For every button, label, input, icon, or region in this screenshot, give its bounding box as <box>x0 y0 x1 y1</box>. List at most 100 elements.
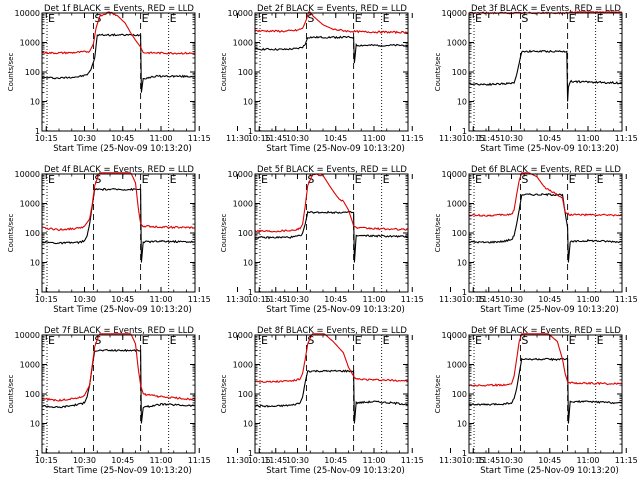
x-tick-label: 10:45 <box>324 295 347 304</box>
plot-frame <box>468 334 623 454</box>
y-tick-label: 10 <box>243 98 253 107</box>
events-series-line <box>42 187 195 263</box>
x-tick-label: 10:15 <box>462 134 485 143</box>
y-tick-label: 1 <box>248 449 253 458</box>
event-marker-label: E <box>355 173 362 186</box>
y-tick-label: 10000 <box>442 170 467 179</box>
x-axis-title: Start Time (25-Nov-09 10:13:20) <box>266 466 405 476</box>
event-marker-label: E <box>142 334 149 347</box>
y-tick-label: 10 <box>30 98 40 107</box>
y-tick-label: 10000 <box>15 331 40 340</box>
y-tick-label: 1000 <box>447 361 467 370</box>
y-tick-label: 1 <box>35 127 40 136</box>
lld-series-line <box>469 333 622 387</box>
events-series-line <box>469 49 622 102</box>
x-tick-label: 11:00 <box>362 456 385 465</box>
panel-title: Det 6f BLACK = Events, RED = LLD <box>471 165 621 175</box>
panel-title: Det 3f BLACK = Events, RED = LLD <box>471 4 621 14</box>
panel-title: Det 5f BLACK = Events, RED = LLD <box>257 165 407 175</box>
x-tick-label: 10:30 <box>286 295 309 304</box>
x-tick-label: 10:45 <box>538 456 561 465</box>
panel-title: Det 4f BLACK = Events, RED = LLD <box>44 165 194 175</box>
y-tick-label: 1000 <box>233 39 253 48</box>
x-tick-label: 11:15 <box>615 134 638 143</box>
y-tick-label: 1 <box>35 449 40 458</box>
event-marker-label: S <box>94 12 101 25</box>
y-tick-label: 1 <box>248 127 253 136</box>
x-tick-label: 10:15 <box>35 295 58 304</box>
y-tick-label: 10000 <box>442 9 467 18</box>
x-tick-label: 11:00 <box>149 295 172 304</box>
y-tick-label: 100 <box>25 390 40 399</box>
x-tick-label: 10:30 <box>286 134 309 143</box>
x-axis-title: Start Time (25-Nov-09 10:13:20) <box>480 305 619 315</box>
x-tick-label: 11:00 <box>149 134 172 143</box>
y-axis-title: Counts/sec <box>7 53 15 92</box>
event-marker-label: E <box>383 12 390 25</box>
event-marker-label: S <box>521 173 528 186</box>
panel-title: Det 8f BLACK = Events, RED = LLD <box>257 326 407 336</box>
panel-title: Det 2f BLACK = Events, RED = LLD <box>257 4 407 14</box>
x-tick-label: 11:30 <box>439 456 462 465</box>
event-marker-label: E <box>355 334 362 347</box>
x-tick-label: 11:00 <box>576 134 599 143</box>
event-marker-label: E <box>569 173 576 186</box>
event-marker-label: S <box>307 12 314 25</box>
x-tick-label: 11:00 <box>149 456 172 465</box>
x-tick-label: 10:45 <box>111 134 134 143</box>
x-tick-label: 11:45 <box>264 134 287 143</box>
y-tick-label: 1 <box>248 288 253 297</box>
event-marker-label: E <box>261 12 268 25</box>
x-tick-label: 11:00 <box>362 134 385 143</box>
y-tick-label: 100 <box>452 68 467 77</box>
event-marker-label: S <box>521 334 528 347</box>
event-marker-label: E <box>170 334 177 347</box>
y-tick-label: 10 <box>457 98 467 107</box>
y-axis-title: Counts/sec <box>7 214 15 253</box>
y-axis-title: Counts/sec <box>434 375 442 414</box>
plot-frame <box>41 12 196 132</box>
x-tick-label: 11:00 <box>362 295 385 304</box>
event-marker-label: E <box>475 173 482 186</box>
x-tick-label: 11:45 <box>264 456 287 465</box>
events-series-line <box>255 35 408 64</box>
x-tick-label: 10:15 <box>248 456 271 465</box>
events-series-line <box>255 210 408 263</box>
y-tick-label: 1 <box>35 288 40 297</box>
event-marker-label: S <box>521 12 528 25</box>
y-tick-label: 10000 <box>228 170 253 179</box>
x-tick-label: 11:30 <box>226 134 249 143</box>
x-tick-label: 11:15 <box>615 456 638 465</box>
x-axis-title: Start Time (25-Nov-09 10:13:20) <box>480 466 619 476</box>
plot-frame <box>468 173 623 293</box>
y-tick-label: 100 <box>25 229 40 238</box>
event-marker-label: E <box>48 334 55 347</box>
lld-series-line <box>255 173 408 233</box>
x-axis-title: Start Time (25-Nov-09 10:13:20) <box>266 144 405 154</box>
events-series-line <box>255 369 408 424</box>
x-tick-label: 11:15 <box>615 295 638 304</box>
event-marker-label: E <box>383 334 390 347</box>
x-axis-title: Start Time (25-Nov-09 10:13:20) <box>53 144 192 154</box>
x-tick-label: 11:00 <box>576 456 599 465</box>
y-tick-label: 100 <box>452 229 467 238</box>
event-marker-label: E <box>142 173 149 186</box>
y-tick-label: 10000 <box>228 331 253 340</box>
x-tick-label: 10:15 <box>248 295 271 304</box>
event-marker-label: E <box>569 12 576 25</box>
y-tick-label: 1000 <box>233 361 253 370</box>
x-tick-label: 11:15 <box>401 134 424 143</box>
event-marker-label: E <box>261 334 268 347</box>
lld-series-line <box>255 11 408 35</box>
lld-series-line <box>42 172 195 232</box>
x-tick-label: 11:15 <box>401 456 424 465</box>
plot-frame <box>41 173 196 293</box>
y-tick-label: 10000 <box>15 9 40 18</box>
event-marker-label: S <box>94 334 101 347</box>
x-axis-title: Start Time (25-Nov-09 10:13:20) <box>480 144 619 154</box>
x-tick-label: 10:15 <box>35 134 58 143</box>
